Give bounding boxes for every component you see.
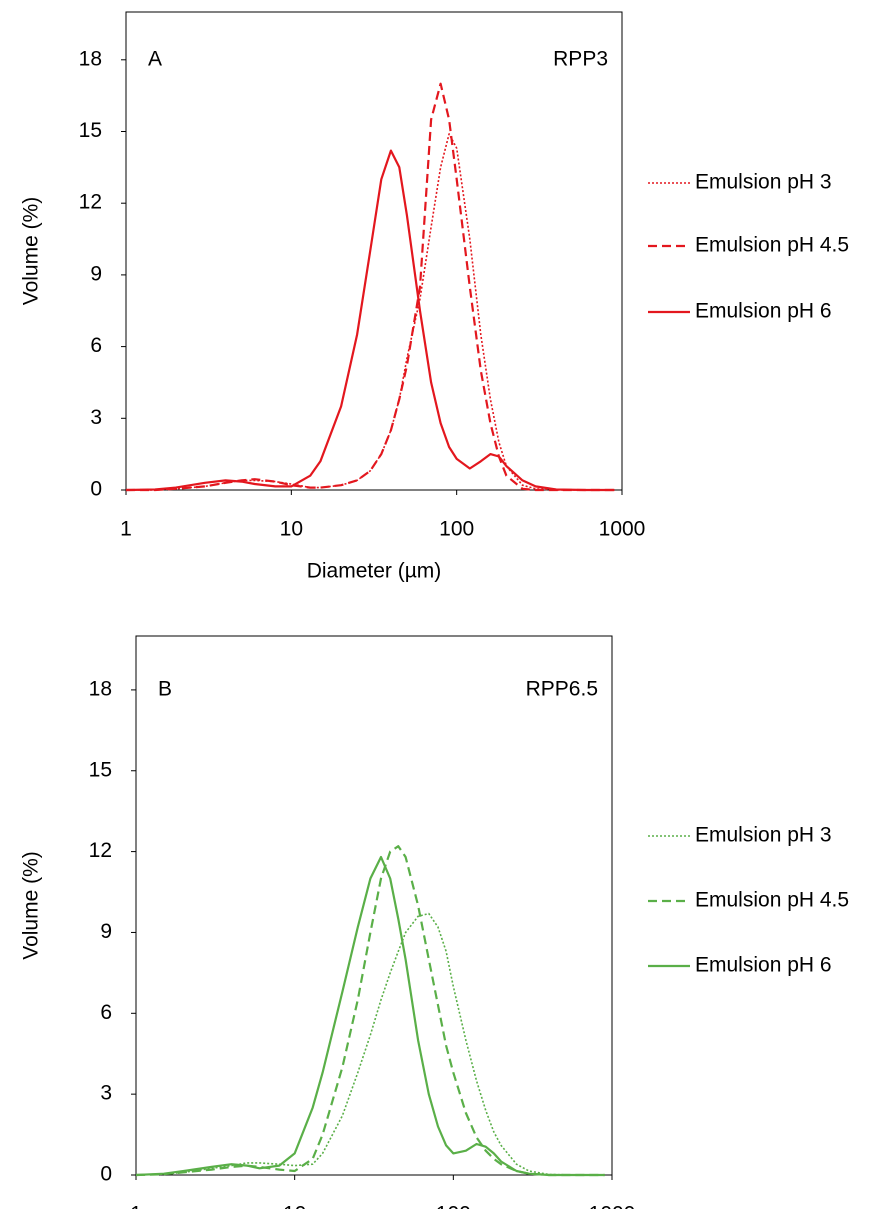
y-tick-label: 0 (90, 478, 102, 501)
legend-label: Emulsion pH 3 (695, 824, 832, 847)
y-tick-label: 6 (90, 334, 102, 357)
series-line (135, 912, 605, 1176)
y-tick-label: 12 (79, 191, 102, 214)
x-tick-label: 1000 (599, 518, 646, 541)
legend-label: Emulsion pH 3 (695, 171, 832, 194)
y-tick-label: 9 (90, 262, 102, 285)
y-tick-label: 18 (89, 677, 112, 700)
y-tick-label: 15 (89, 758, 112, 781)
series-line (125, 149, 615, 492)
series-line (135, 845, 605, 1177)
y-axis-label: Volume (%) (20, 851, 43, 960)
legend-label: Emulsion pH 4.5 (695, 889, 849, 912)
y-axis-label: Volume (%) (20, 197, 43, 306)
legend-label: Emulsion pH 4.5 (695, 234, 849, 257)
x-tick-label: 1 (120, 518, 132, 541)
series-line (126, 82, 615, 492)
x-axis-label: Diameter (µm) (307, 560, 442, 583)
series-line (135, 855, 605, 1177)
x-tick-label: 10 (283, 1203, 306, 1209)
panel-label: A (148, 47, 162, 70)
x-tick-label: 1 (130, 1203, 142, 1209)
panel-label: B (158, 677, 172, 700)
legend-label: Emulsion pH 6 (695, 954, 832, 977)
sample-label: RPP3 (553, 47, 608, 70)
plot-frame (135, 635, 613, 1176)
y-tick-label: 15 (79, 119, 102, 142)
y-tick-label: 9 (100, 920, 112, 943)
y-tick-label: 12 (89, 839, 112, 862)
y-tick-label: 18 (79, 47, 102, 70)
y-tick-label: 3 (90, 406, 102, 429)
series-line (126, 133, 615, 491)
x-tick-label: 10 (280, 518, 303, 541)
y-tick-label: 3 (100, 1082, 112, 1105)
legend-label: Emulsion pH 6 (695, 300, 832, 323)
y-tick-label: 0 (100, 1163, 112, 1186)
x-tick-label: 1000 (589, 1203, 636, 1209)
y-tick-label: 6 (100, 1001, 112, 1024)
x-tick-label: 100 (436, 1203, 471, 1209)
x-tick-label: 100 (439, 518, 474, 541)
plot-frame (125, 11, 623, 491)
sample-label: RPP6.5 (526, 677, 598, 700)
